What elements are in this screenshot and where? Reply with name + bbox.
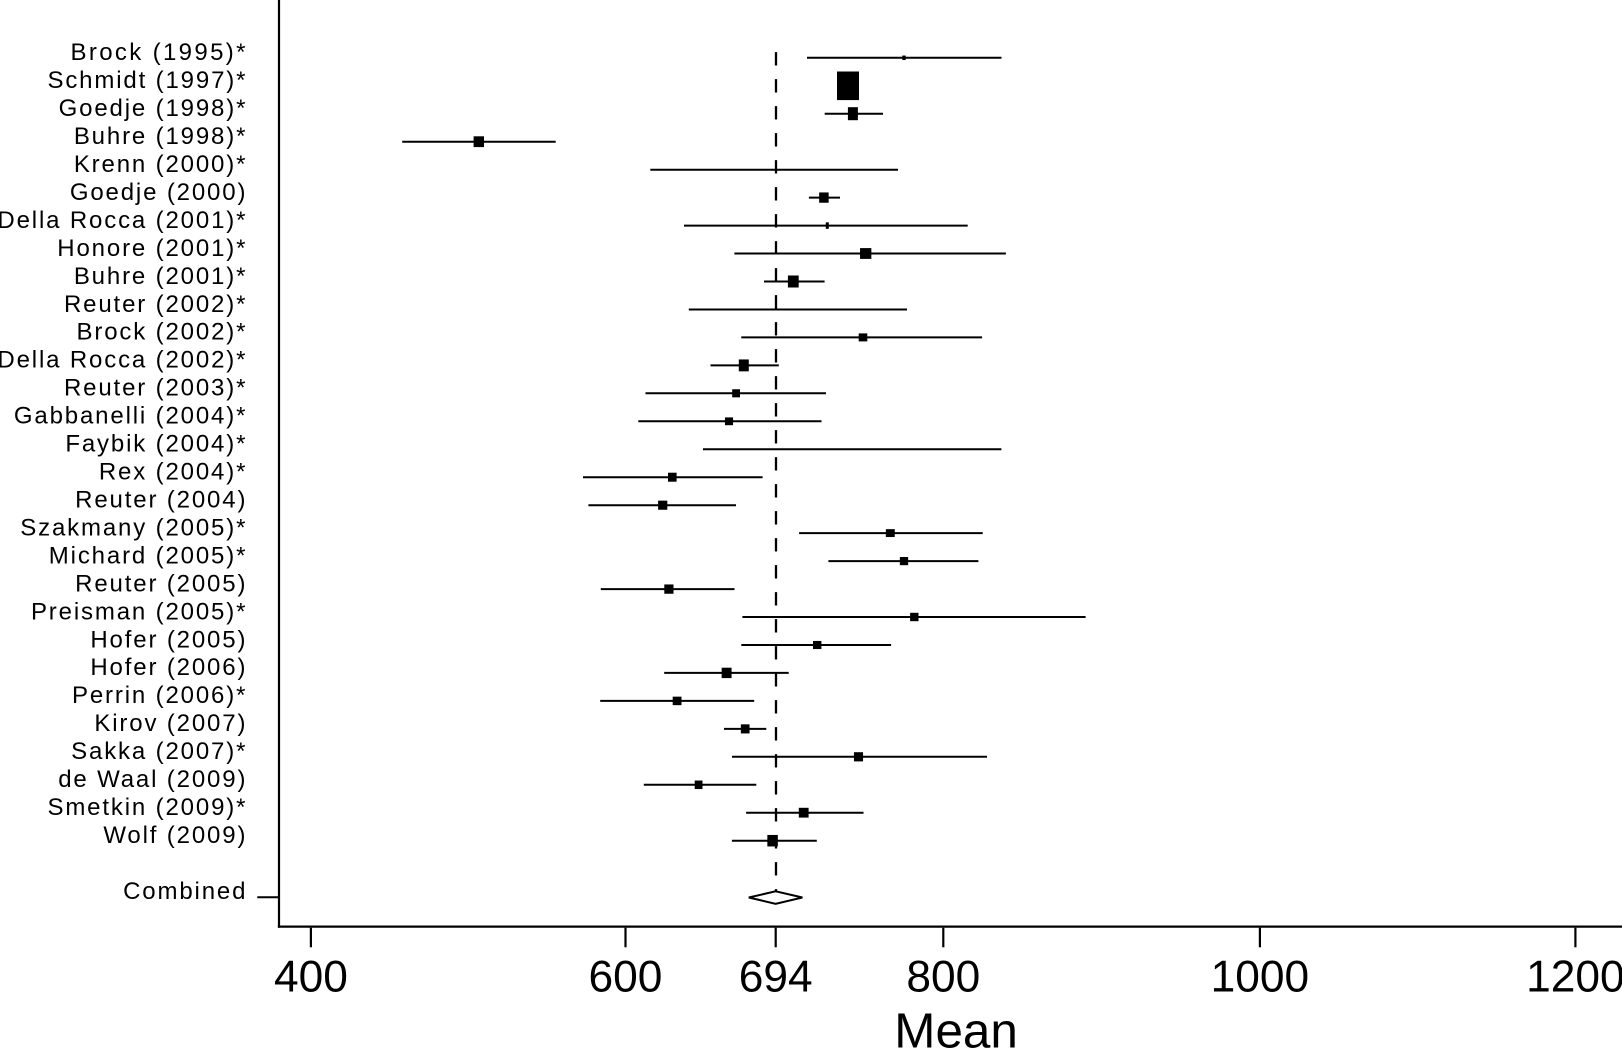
svg-text:Goedje (2000): Goedje (2000) — [70, 179, 247, 206]
svg-text:Buhre (2001)*: Buhre (2001)* — [74, 263, 247, 290]
svg-text:Rex (2004)*: Rex (2004)* — [99, 459, 247, 486]
svg-text:Schmidt (1997)*: Schmidt (1997)* — [47, 67, 247, 94]
svg-text:Sakka (2007)*: Sakka (2007)* — [71, 738, 247, 765]
svg-text:600: 600 — [589, 952, 663, 1001]
svg-text:Kirov (2007): Kirov (2007) — [94, 710, 247, 737]
svg-text:Gabbanelli (2004)*: Gabbanelli (2004)* — [14, 403, 247, 430]
svg-text:Reuter (2004): Reuter (2004) — [75, 487, 247, 514]
svg-text:1000: 1000 — [1211, 952, 1310, 1001]
svg-text:Wolf (2009): Wolf (2009) — [103, 822, 247, 849]
svg-text:400: 400 — [274, 952, 348, 1001]
svg-text:Szakmany (2005)*: Szakmany (2005)* — [20, 514, 247, 541]
svg-text:de Waal (2009): de Waal (2009) — [58, 766, 247, 793]
svg-text:Smetkin (2009)*: Smetkin (2009)* — [47, 794, 247, 821]
svg-text:Faybik (2004)*: Faybik (2004)* — [65, 431, 247, 458]
svg-text:Honore (2001)*: Honore (2001)* — [57, 235, 247, 262]
svg-text:Perrin (2006)*: Perrin (2006)* — [72, 682, 247, 709]
svg-text:Della Rocca (2001)*: Della Rocca (2001)* — [0, 207, 247, 234]
svg-text:Brock (2002)*: Brock (2002)* — [77, 319, 248, 346]
svg-text:694: 694 — [739, 952, 813, 1001]
svg-text:Krenn (2000)*: Krenn (2000)* — [74, 151, 247, 178]
svg-text:1200: 1200 — [1526, 952, 1622, 1001]
svg-text:Brock (1995)*: Brock (1995)* — [71, 39, 248, 66]
svg-text:Hofer (2005): Hofer (2005) — [90, 626, 247, 653]
svg-text:Della Rocca (2002)*: Della Rocca (2002)* — [0, 347, 247, 374]
svg-text:Reuter (2003)*: Reuter (2003)* — [64, 375, 247, 402]
svg-text:Michard (2005)*: Michard (2005)* — [49, 542, 248, 569]
svg-text:Reuter (2005): Reuter (2005) — [75, 570, 247, 597]
svg-text:Goedje (1998)*: Goedje (1998)* — [59, 95, 248, 122]
svg-text:800: 800 — [906, 952, 980, 1001]
svg-text:Buhre (1998)*: Buhre (1998)* — [74, 123, 247, 150]
svg-text:Hofer (2006): Hofer (2006) — [90, 654, 247, 681]
svg-text:Combined: Combined — [123, 878, 247, 905]
svg-text:Preisman (2005)*: Preisman (2005)* — [31, 598, 247, 625]
svg-text:Mean: Mean — [894, 1004, 1018, 1049]
svg-text:Reuter (2002)*: Reuter (2002)* — [64, 291, 247, 318]
